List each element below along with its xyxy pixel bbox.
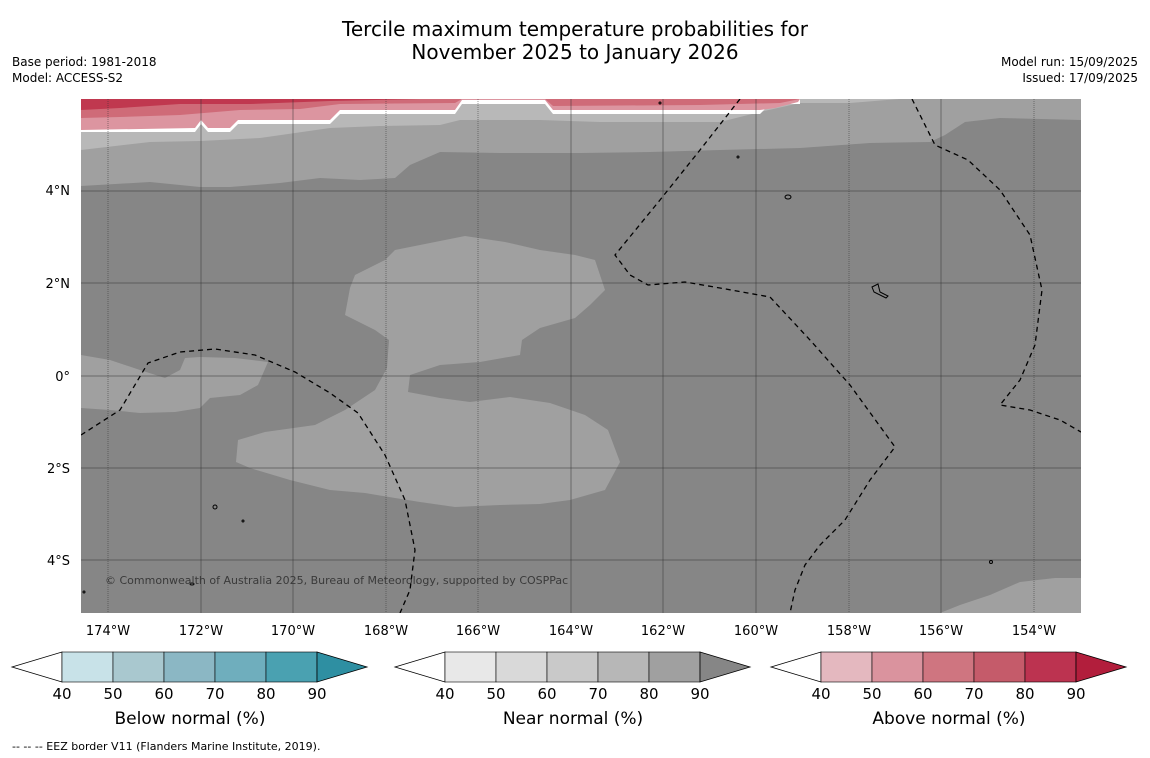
- near-normal-caption: Near normal (%): [502, 709, 644, 729]
- above-normal-colorbar-segment: [1024, 651, 1077, 683]
- below-normal-colorbar-segment: [265, 651, 318, 683]
- below-normal-colorbar-segment: [112, 651, 165, 683]
- issued-date: Issued: 17/09/2025: [1022, 71, 1138, 85]
- below-normal-colorbar-segment: [163, 651, 216, 683]
- above-normal-colorbar-tick: 70: [964, 685, 983, 703]
- near-normal-colorbar-max-extend: [699, 651, 752, 683]
- above-normal-colorbar-tick: 90: [1066, 685, 1085, 703]
- below-normal-colorbar-tick: 90: [307, 685, 326, 703]
- above-normal-colorbar-tick: 60: [913, 685, 932, 703]
- below-normal-colorbar: 40 50 60 70 80 90: [10, 651, 369, 703]
- below-normal-colorbar-tick: 50: [103, 685, 122, 703]
- graticule: [81, 99, 1081, 613]
- model-run: Model run: 15/09/2025: [1000, 55, 1138, 69]
- near-normal-southeast-patch: [940, 578, 1081, 613]
- longitude-labels: 174°W 172°W 170°W 168°W 166°W 164°W 162°…: [86, 624, 1056, 639]
- near-normal-colorbar: 40 50 60 70 80 90: [393, 651, 752, 703]
- near-normal-colorbar-min-extend: [393, 651, 446, 683]
- eez-borders: [81, 99, 1081, 613]
- near-normal-colorbar-segment: [546, 651, 599, 683]
- below-normal-colorbar-tick: 40: [52, 685, 71, 703]
- near-normal-colorbar-segment: [597, 651, 650, 683]
- near-normal-colorbar-segment: [648, 651, 701, 683]
- copyright-notice: © Commonwealth of Australia 2025, Bureau…: [105, 574, 568, 587]
- lon-label-160w: 160°W: [734, 624, 778, 639]
- eez-footnote: -- -- -- EEZ border V11 (Flanders Marine…: [12, 740, 321, 753]
- above-normal-colorbar-segment: [922, 651, 975, 683]
- above-normal-colorbar-segment: [820, 651, 873, 683]
- above-normal-colorbar-tick: 80: [1015, 685, 1034, 703]
- lon-label-156w: 156°W: [919, 624, 963, 639]
- near-normal-colorbar-tick: 50: [486, 685, 505, 703]
- lat-label-2n: 2°N: [46, 277, 71, 292]
- near-normal-equatorial-patch: [236, 236, 620, 507]
- near-normal-colorbar-tick: 60: [537, 685, 556, 703]
- title-line-2: November 2025 to January 2026: [411, 40, 739, 64]
- lon-label-170w: 170°W: [271, 624, 315, 639]
- above-normal-colorbar-segment: [871, 651, 924, 683]
- model-name: Model: ACCESS-S2: [12, 71, 124, 85]
- lon-label-154w: 154°W: [1012, 624, 1056, 639]
- near-normal-west-patch: [81, 355, 268, 413]
- meta-right: Model run: 15/09/2025 Issued: 17/09/2025: [1001, 54, 1138, 86]
- meta-left: Base period: 1981-2018 Model: ACCESS-S2: [12, 54, 157, 86]
- above-normal-colorbar-tick: 40: [811, 685, 830, 703]
- lat-label-4s: 4°S: [47, 554, 70, 569]
- below-normal-colorbar-tick: 70: [205, 685, 224, 703]
- above-normal-colorbar-tick: 50: [862, 685, 881, 703]
- above-normal-high-band: [81, 99, 420, 110]
- above-normal-mid-band: [81, 99, 800, 118]
- lon-label-172w: 172°W: [179, 624, 223, 639]
- lon-label-162w: 162°W: [641, 624, 685, 639]
- lon-label-168w: 168°W: [364, 624, 408, 639]
- base-period: Base period: 1981-2018: [12, 55, 157, 69]
- map-title: Tercile maximum temperature probabilitie…: [250, 18, 900, 64]
- title-line-1: Tercile maximum temperature probabilitie…: [342, 17, 808, 41]
- lon-label-164w: 164°W: [549, 624, 593, 639]
- lon-label-158w: 158°W: [827, 624, 871, 639]
- above-normal-caption: Above normal (%): [872, 709, 1026, 729]
- lat-label-2s: 2°S: [47, 462, 70, 477]
- near-normal-colorbar-tick: 40: [435, 685, 454, 703]
- near-normal-colorbar-tick: 80: [639, 685, 658, 703]
- lat-label-4n: 4°N: [46, 184, 71, 199]
- above-normal-colorbar-segment: [973, 651, 1026, 683]
- near-normal-colorbar-tick: 90: [690, 685, 709, 703]
- near-normal-colorbar-segment: [495, 651, 548, 683]
- above-normal-colorbar: 40 50 60 70 80 90: [769, 651, 1128, 703]
- islands: [82, 101, 993, 594]
- near-normal-colorbar-tick: 70: [588, 685, 607, 703]
- below-normal-colorbar-max-extend: [316, 651, 369, 683]
- lat-label-0: 0°: [55, 370, 70, 385]
- above-normal-colorbar-min-extend: [769, 651, 822, 683]
- lon-label-174w: 174°W: [86, 624, 130, 639]
- below-normal-colorbar-tick: 60: [154, 685, 173, 703]
- colorbars: 40 50 60 70 80 90 40 50 60 70 80 90 40 50 60 70 80 90: [10, 651, 1128, 703]
- below-normal-colorbar-min-extend: [10, 651, 63, 683]
- below-normal-caption: Below normal (%): [114, 709, 266, 729]
- lon-label-166w: 166°W: [456, 624, 500, 639]
- map-plot-area: © Commonwealth of Australia 2025, Bureau…: [81, 99, 1081, 613]
- above-normal-colorbar-max-extend: [1075, 651, 1128, 683]
- below-normal-colorbar-segment: [61, 651, 114, 683]
- below-normal-colorbar-tick: 80: [256, 685, 275, 703]
- near-normal-colorbar-segment: [444, 651, 497, 683]
- latitude-labels: 4°N 2°N 0° 2°S 4°S: [46, 184, 71, 569]
- below-normal-colorbar-segment: [214, 651, 267, 683]
